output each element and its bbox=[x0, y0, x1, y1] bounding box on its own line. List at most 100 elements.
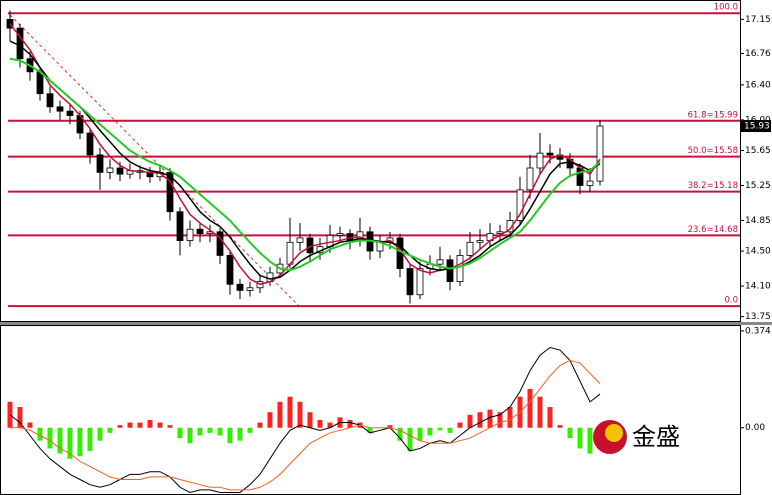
macd-bar bbox=[277, 401, 283, 428]
candle-body bbox=[546, 152, 554, 156]
macd-bar bbox=[227, 427, 233, 444]
candle-body bbox=[116, 167, 124, 175]
y-tick-label: 0.00 bbox=[745, 423, 765, 433]
macd-bar bbox=[577, 427, 583, 449]
fib-label: 61.8=15.99 bbox=[688, 110, 738, 120]
macd-bar bbox=[467, 414, 473, 428]
y-tick-label: 15.25 bbox=[745, 181, 771, 191]
fib-label: 38.2=15.18 bbox=[688, 181, 738, 191]
candle-body bbox=[456, 255, 464, 283]
candle-body bbox=[236, 283, 244, 291]
macd-bar bbox=[247, 427, 253, 433]
last-price-label: 15.93 bbox=[744, 122, 770, 132]
separator bbox=[0, 322, 772, 325]
candle-body bbox=[176, 211, 184, 241]
macd-bar bbox=[77, 427, 83, 457]
macd-bar bbox=[137, 422, 143, 428]
logo-icon-inner bbox=[605, 424, 623, 442]
candle-body bbox=[436, 259, 444, 265]
price-frame bbox=[0, 0, 741, 322]
macd-bar bbox=[507, 407, 513, 428]
macd-bar bbox=[397, 427, 403, 441]
macd-line bbox=[9, 346, 601, 493]
moving-average bbox=[9, 40, 601, 280]
macd-bar bbox=[47, 427, 53, 449]
macd-bar bbox=[327, 422, 333, 428]
y-tick-label: 14.85 bbox=[745, 216, 771, 226]
fib-label: 23.6=14.68 bbox=[688, 225, 738, 235]
macd-bar bbox=[477, 412, 483, 428]
macd-bar bbox=[87, 427, 93, 452]
macd-line bbox=[10, 359, 601, 491]
macd-bar bbox=[587, 427, 593, 454]
candle-body bbox=[466, 241, 474, 256]
macd-bar bbox=[177, 427, 183, 439]
macd-bar bbox=[127, 422, 133, 428]
macd-bar bbox=[107, 427, 113, 433]
candle-body bbox=[66, 110, 74, 116]
macd-bar bbox=[117, 425, 123, 428]
candle-body bbox=[586, 180, 594, 186]
macd-bar bbox=[217, 427, 223, 436]
candle-body bbox=[576, 167, 584, 186]
logo-text: 金盛 bbox=[632, 423, 680, 451]
macd-bar bbox=[17, 407, 23, 428]
macd-bar bbox=[317, 419, 323, 428]
macd-bar bbox=[37, 427, 43, 441]
candle-body bbox=[226, 255, 234, 285]
macd-bar bbox=[27, 422, 33, 428]
candle-body bbox=[106, 167, 114, 173]
macd-bar bbox=[567, 427, 573, 439]
y-tick-label: 13.75 bbox=[745, 312, 771, 322]
candle-body bbox=[596, 125, 604, 182]
y-tick-label: 0.374 bbox=[745, 326, 771, 336]
macd-bar bbox=[287, 396, 293, 428]
fib-label: 0.0 bbox=[724, 296, 738, 306]
macd-bar bbox=[207, 427, 213, 433]
candle-body bbox=[406, 268, 414, 296]
fib-label: 50.0=15.58 bbox=[688, 146, 738, 156]
macd-bar bbox=[387, 425, 393, 428]
macd-bar bbox=[187, 427, 193, 444]
y-tick-label: 17.15 bbox=[745, 15, 771, 25]
y-tick-label: 15.65 bbox=[745, 146, 771, 156]
macd-frame bbox=[0, 325, 741, 495]
candle-body bbox=[336, 233, 344, 236]
macd-bar bbox=[197, 427, 203, 436]
candle-body bbox=[536, 152, 544, 169]
macd-bar bbox=[417, 427, 423, 441]
candle-body bbox=[476, 240, 484, 243]
candle-body bbox=[16, 27, 24, 60]
macd-bar bbox=[157, 422, 163, 428]
macd-bar bbox=[527, 388, 533, 428]
candle-body bbox=[56, 106, 64, 112]
macd-bar bbox=[257, 422, 263, 428]
moving-average bbox=[9, 57, 601, 272]
macd-bar bbox=[367, 427, 373, 433]
candle-body bbox=[86, 132, 94, 156]
macd-bar bbox=[147, 419, 153, 428]
macd-bar bbox=[447, 427, 453, 433]
y-tick-label: 14.10 bbox=[745, 282, 771, 292]
macd-bar bbox=[67, 427, 73, 459]
candle-body bbox=[196, 228, 204, 234]
macd-bar bbox=[497, 412, 503, 428]
macd-bar bbox=[557, 425, 563, 428]
y-tick-label: 16.76 bbox=[745, 49, 771, 59]
candle-body bbox=[36, 71, 44, 95]
candle-body bbox=[96, 154, 104, 173]
macd-bar bbox=[427, 427, 433, 436]
y-tick-label: 14.50 bbox=[745, 247, 771, 257]
candle-body bbox=[46, 93, 54, 108]
candle-body bbox=[186, 228, 194, 241]
candle-body bbox=[506, 220, 514, 233]
last-price-box bbox=[741, 120, 771, 133]
candle-body bbox=[246, 287, 254, 291]
macd-bar bbox=[437, 427, 443, 431]
candle-body bbox=[526, 167, 534, 191]
macd-bar bbox=[537, 396, 543, 428]
candle-body bbox=[216, 231, 224, 256]
macd-bar bbox=[547, 407, 553, 428]
candle-body bbox=[516, 189, 524, 221]
